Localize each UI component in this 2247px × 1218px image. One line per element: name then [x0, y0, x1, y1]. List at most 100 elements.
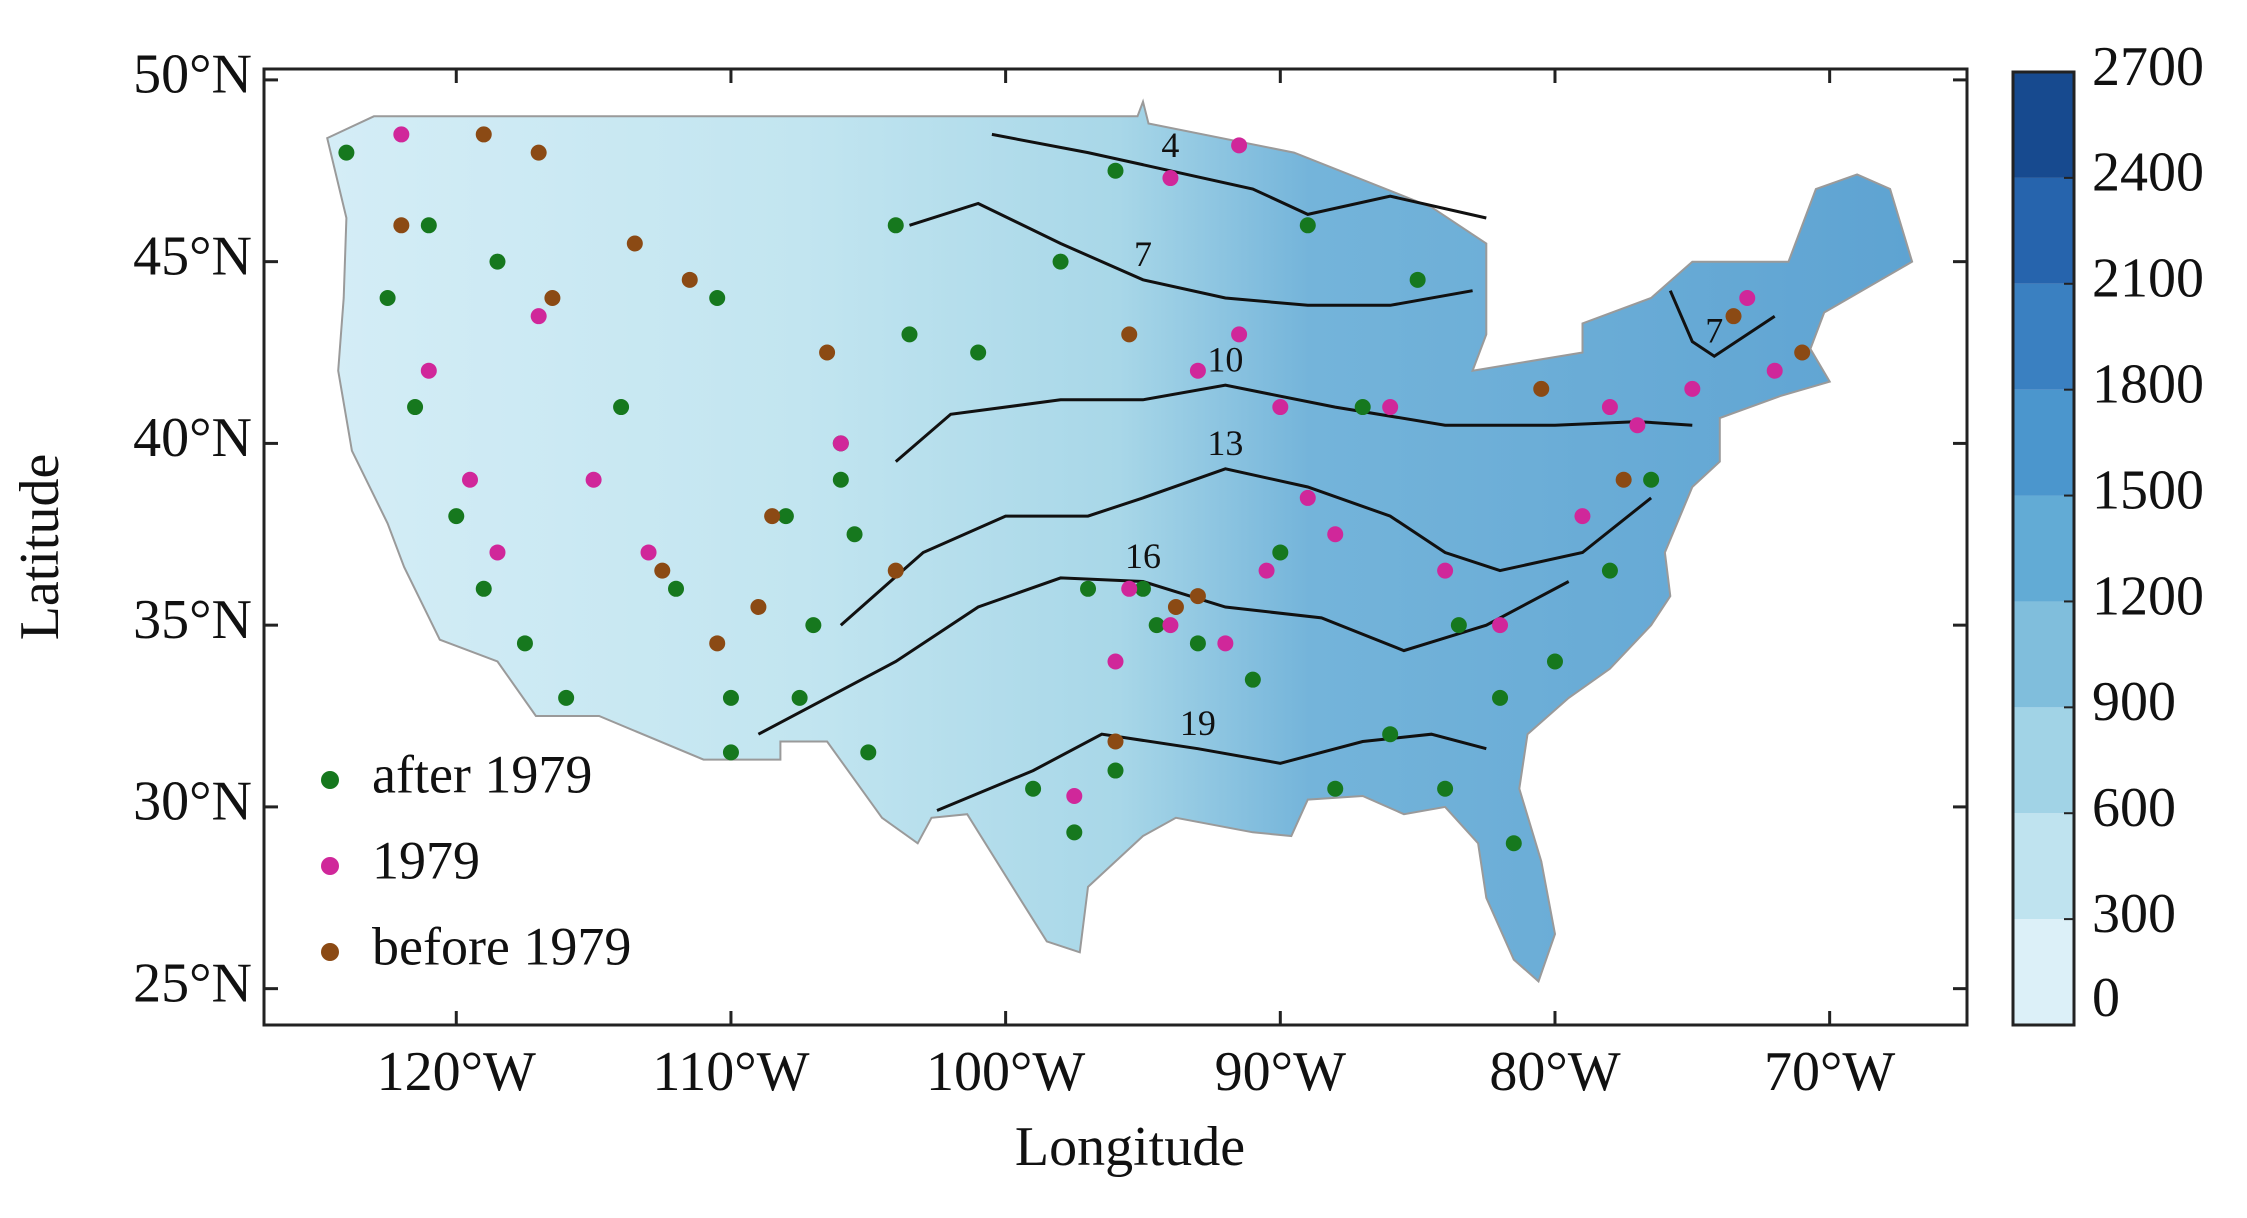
x-tick-label: 90°W: [1215, 1041, 1346, 1103]
x-tick-label: 110°W: [652, 1041, 809, 1103]
data-point: [558, 689, 575, 706]
legend-label: before 1979: [372, 916, 631, 976]
data-point: [1574, 508, 1591, 525]
data-point: [1052, 253, 1069, 270]
x-tick-label: 100°W: [926, 1041, 1085, 1103]
data-point: [1025, 780, 1042, 797]
data-point: [1629, 417, 1646, 434]
colorbar-tick-label: 600: [2092, 777, 2176, 839]
y-axis-title: Latitude: [9, 454, 71, 641]
data-point: [626, 235, 643, 252]
colorbar-tick-label: 2400: [2092, 142, 2204, 204]
data-point: [1231, 326, 1248, 343]
data-point: [1601, 399, 1618, 416]
contour-line: [991, 132, 1487, 220]
contour-label: 4: [1161, 125, 1179, 165]
colorbar-segment: [2013, 495, 2074, 602]
data-point: [1162, 617, 1179, 634]
data-point: [393, 126, 410, 143]
data-point: [1189, 362, 1206, 379]
data-point: [393, 217, 410, 234]
colorbar-segment: [2013, 177, 2074, 284]
contour-line: [936, 732, 1487, 812]
data-point: [1244, 671, 1261, 688]
data-point: [1299, 217, 1316, 234]
data-point: [722, 744, 739, 761]
y-tick-label: 50°N: [133, 44, 252, 106]
data-point: [901, 326, 918, 343]
data-point: [1354, 399, 1371, 416]
contour-line: [757, 576, 1570, 736]
data-point: [887, 562, 904, 579]
data-point: [777, 508, 794, 525]
data-point: [420, 362, 437, 379]
data-point: [1450, 617, 1467, 634]
data-point: [1437, 780, 1454, 797]
contour-label: 13: [1207, 423, 1243, 463]
data-point: [516, 635, 533, 652]
plot-frame: [262, 67, 1969, 1027]
data-point: [1601, 562, 1618, 579]
data-point: [407, 399, 424, 416]
data-point: [681, 271, 698, 288]
x-tick-label: 80°W: [1489, 1041, 1620, 1103]
data-point: [613, 399, 630, 416]
data-point: [764, 508, 781, 525]
data-point: [489, 544, 506, 561]
data-point: [1189, 588, 1206, 605]
data-point: [1684, 380, 1701, 397]
data-point: [819, 344, 836, 361]
data-point: [668, 580, 685, 597]
data-point: [846, 526, 863, 543]
y-tick-label: 35°N: [133, 589, 252, 651]
contour-line: [1668, 290, 1776, 358]
colorbar-segment: [2013, 389, 2074, 496]
colorbar-tick-label: 2700: [2092, 36, 2204, 98]
contour-label: 19: [1180, 703, 1216, 743]
data-point: [1327, 780, 1344, 797]
data-point: [970, 344, 987, 361]
legend-label: 1979: [372, 830, 480, 890]
data-point: [1066, 787, 1083, 804]
colorbar-tick-label: 1800: [2092, 354, 2204, 416]
data-point: [1189, 635, 1206, 652]
data-point: [1615, 471, 1632, 488]
colorbar-segment: [2013, 919, 2074, 1025]
colorbar-segment: [2013, 707, 2074, 814]
data-point: [1725, 308, 1742, 325]
contour-line: [839, 467, 1653, 627]
data-point: [1272, 544, 1289, 561]
colorbar-segment: [2013, 813, 2074, 920]
data-point: [832, 435, 849, 452]
data-point: [1107, 733, 1124, 750]
data-point: [1121, 580, 1138, 597]
x-tick-label: 70°W: [1764, 1041, 1895, 1103]
legend-marker: [321, 771, 339, 789]
data-point: [1148, 617, 1165, 634]
data-point: [722, 689, 739, 706]
colorbar-segment: [2013, 283, 2074, 390]
data-point: [379, 290, 396, 307]
data-point: [1217, 635, 1234, 652]
contour-label: 10: [1207, 340, 1243, 380]
colorbar-tick-label: 300: [2092, 883, 2176, 945]
data-point: [462, 471, 479, 488]
data-point: [887, 217, 904, 234]
colorbar-tick-label: 900: [2092, 671, 2176, 733]
data-point: [1107, 162, 1124, 179]
data-point: [640, 544, 657, 561]
data-point: [1505, 835, 1522, 852]
contour-line: [894, 383, 1693, 463]
colorbar-tick-label: 1500: [2092, 459, 2204, 521]
colorbar-tick-label: 2100: [2092, 248, 2204, 310]
y-tick-label: 25°N: [133, 952, 252, 1014]
data-point: [530, 144, 547, 161]
data-point: [1492, 689, 1509, 706]
us-shaded-region: [326, 98, 1914, 984]
colorbar-segment: [2013, 72, 2074, 178]
data-point: [1162, 170, 1179, 187]
data-point: [1299, 489, 1316, 506]
data-point: [709, 290, 726, 307]
data-point: [475, 580, 492, 597]
y-tick-label: 30°N: [133, 771, 252, 833]
